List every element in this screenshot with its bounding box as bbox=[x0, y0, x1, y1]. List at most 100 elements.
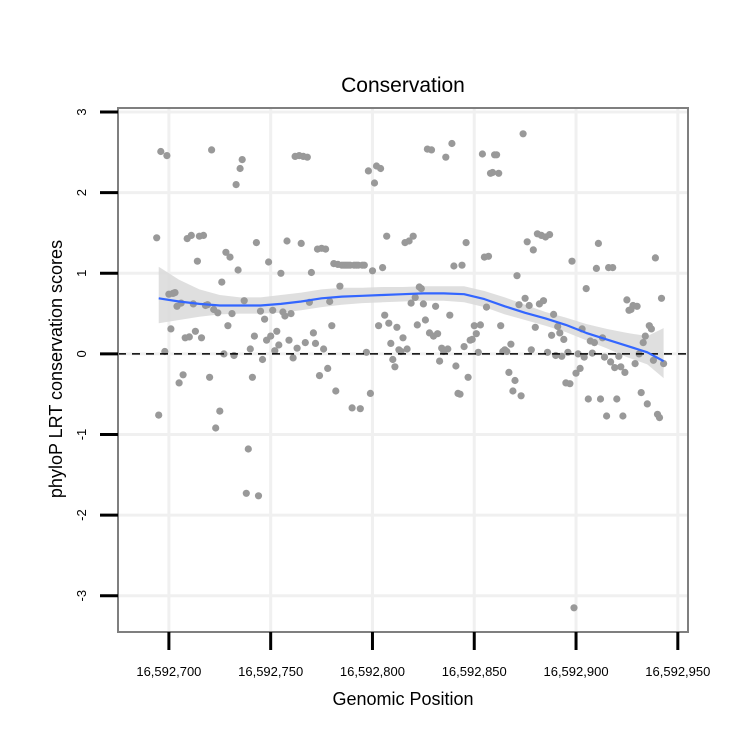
data-point bbox=[377, 164, 385, 173]
data-point bbox=[379, 264, 387, 272]
y-axis: -3 -2 -1 0 1 2 3 bbox=[74, 108, 118, 601]
data-point bbox=[584, 395, 592, 403]
data-point bbox=[482, 303, 491, 311]
data-point bbox=[191, 327, 199, 335]
data-point bbox=[452, 362, 460, 370]
y-tick-label: 0 bbox=[74, 350, 89, 357]
data-point bbox=[527, 346, 535, 354]
confidence-band bbox=[158, 266, 664, 379]
data-point bbox=[206, 373, 214, 381]
x-tick-label: 16,592,900 bbox=[543, 664, 608, 679]
data-point bbox=[315, 372, 324, 380]
data-point bbox=[621, 368, 629, 376]
data-point bbox=[592, 264, 601, 272]
data-point bbox=[546, 231, 554, 239]
data-point bbox=[362, 348, 370, 356]
data-point bbox=[277, 269, 285, 277]
data-point bbox=[478, 150, 486, 158]
data-point bbox=[472, 330, 480, 338]
data-point bbox=[271, 347, 279, 355]
data-point bbox=[409, 232, 417, 240]
data-point bbox=[417, 285, 425, 293]
data-point bbox=[185, 333, 193, 341]
data-point bbox=[324, 364, 332, 372]
data-point bbox=[273, 327, 281, 335]
data-point bbox=[434, 330, 442, 338]
data-point bbox=[214, 309, 222, 317]
data-point bbox=[511, 376, 519, 385]
x-tick-label: 16,592,700 bbox=[136, 664, 201, 679]
x-tick-label: 16,592,750 bbox=[238, 664, 303, 679]
data-point bbox=[623, 296, 631, 304]
data-point bbox=[197, 334, 206, 342]
data-point bbox=[519, 130, 527, 138]
data-point bbox=[244, 445, 252, 453]
data-point bbox=[657, 294, 666, 302]
data-point bbox=[631, 360, 639, 368]
plot-area bbox=[117, 107, 689, 633]
data-point bbox=[643, 400, 651, 408]
data-point bbox=[179, 371, 187, 379]
data-point bbox=[489, 168, 497, 177]
data-point bbox=[199, 231, 208, 239]
data-point bbox=[572, 369, 580, 377]
data-point bbox=[613, 395, 621, 403]
data-point bbox=[432, 302, 440, 310]
data-point bbox=[419, 300, 427, 308]
confidence-band-area bbox=[158, 266, 664, 379]
y-tick-label: 1 bbox=[74, 270, 89, 277]
x-tick-label: 16,592,850 bbox=[442, 664, 507, 679]
smooth-line bbox=[158, 292, 665, 363]
data-point bbox=[615, 352, 623, 360]
data-point bbox=[236, 164, 244, 173]
data-point bbox=[590, 339, 599, 347]
y-tick-label: -1 bbox=[74, 429, 89, 441]
data-point bbox=[554, 322, 562, 331]
data-point bbox=[387, 339, 395, 347]
data-point bbox=[175, 379, 183, 387]
data-point bbox=[548, 331, 556, 339]
data-point bbox=[560, 335, 568, 343]
data-point bbox=[407, 299, 415, 307]
chart-title: Conservation bbox=[341, 74, 465, 97]
data-point bbox=[603, 412, 611, 420]
data-point bbox=[517, 392, 525, 400]
data-point bbox=[651, 254, 660, 262]
data-point bbox=[531, 323, 539, 331]
data-point bbox=[607, 358, 615, 366]
x-axis: 16,592,700 16,592,750 16,592,800 16,592,850… bbox=[136, 632, 710, 679]
data-point bbox=[383, 232, 391, 240]
data-point bbox=[224, 322, 232, 330]
data-point bbox=[307, 268, 315, 277]
data-point bbox=[550, 310, 558, 318]
data-point bbox=[281, 312, 289, 320]
data-point bbox=[250, 332, 258, 340]
data-point bbox=[468, 335, 476, 343]
data-point bbox=[484, 252, 493, 260]
data-point bbox=[450, 262, 458, 270]
data-point bbox=[230, 351, 238, 360]
data-point bbox=[364, 167, 372, 175]
data-point bbox=[320, 345, 328, 353]
data-point bbox=[285, 336, 293, 344]
data-point bbox=[289, 354, 297, 362]
data-point bbox=[539, 297, 548, 305]
data-point bbox=[157, 147, 165, 156]
data-point bbox=[552, 351, 560, 360]
y-tick-label: 2 bbox=[74, 189, 89, 196]
data-point bbox=[301, 339, 309, 347]
data-point bbox=[509, 387, 517, 395]
data-point bbox=[411, 293, 419, 301]
data-point bbox=[267, 332, 275, 340]
data-point bbox=[633, 302, 641, 310]
data-point bbox=[596, 395, 605, 403]
data-point bbox=[336, 282, 344, 290]
data-point bbox=[405, 237, 413, 245]
data-point bbox=[421, 316, 429, 324]
data-point bbox=[639, 339, 647, 347]
data-point bbox=[515, 301, 523, 309]
y-axis-label: phyloP LRT conservation scores bbox=[46, 240, 66, 498]
data-point bbox=[448, 139, 456, 148]
data-point bbox=[474, 348, 482, 356]
data-point bbox=[297, 239, 305, 247]
